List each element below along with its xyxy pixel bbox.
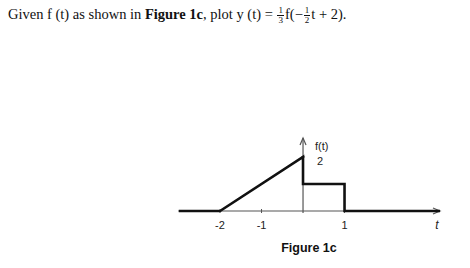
caption: Figure 1c [281,241,337,255]
denominator: 3 [277,16,284,25]
fraction: 13 [277,6,284,25]
x-axis-label: t [435,218,439,232]
question-text: , plot y (t) = [203,6,276,22]
x-tick-label: 1 [341,219,347,231]
x-tick [261,209,262,213]
numerator: 1 [304,6,311,16]
x-tick-label: -2 [215,219,225,231]
y-axis-label: f(t) [315,140,328,152]
question-text: Given f (t) as shown in [8,6,145,22]
plot-area [179,157,441,211]
question: Given f (t) as shown in Figure 1c, plot … [8,6,346,25]
y-tick-label: 2 [317,155,323,167]
f-line [179,157,441,211]
question-text: t + 2). [311,6,346,22]
question-text: Figure 1c [145,6,203,22]
figure: -2-112f(t)tFigure 1c [0,0,470,268]
x-tick-label: -1 [257,219,267,231]
fraction: 12 [304,6,311,25]
denominator: 2 [304,16,311,25]
question-text: f(− [285,6,303,22]
numerator: 1 [277,6,284,16]
y-arrow [300,138,306,145]
